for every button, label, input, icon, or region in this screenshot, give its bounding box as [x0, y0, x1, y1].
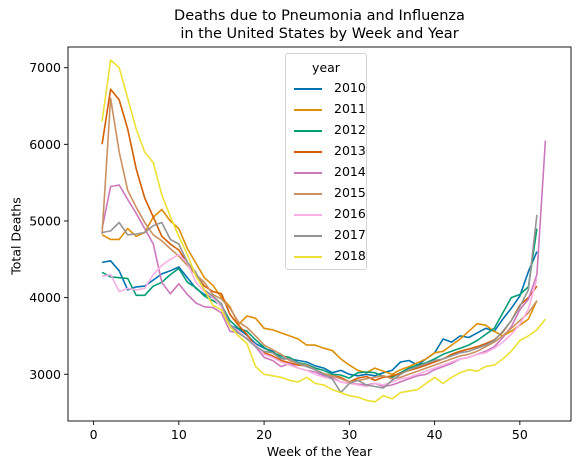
legend-swatch	[294, 130, 322, 132]
legend-label: 2017	[334, 227, 366, 242]
plot-frame	[67, 46, 572, 422]
y-tick-label: 4000	[29, 290, 61, 305]
legend-label: 2013	[334, 143, 366, 158]
series-lines-layer	[101, 59, 547, 403]
series-line-2017	[101, 214, 538, 394]
y-tick-label: 7000	[29, 60, 61, 75]
x-tick-label: 30	[341, 427, 357, 442]
legend-label: 2018	[334, 248, 366, 263]
legend-swatch	[294, 109, 322, 111]
legend-title: year	[312, 60, 340, 75]
legend-swatch	[294, 256, 322, 258]
legend-swatch	[294, 172, 322, 174]
legend-swatch	[294, 214, 322, 216]
legend-label: 2012	[334, 122, 366, 137]
legend: year 2010 2011 2012 2013 2014 2015 2016 2017 201…	[285, 53, 367, 270]
x-tick-label: 50	[512, 427, 528, 442]
y-axis-label: Total Deaths	[8, 197, 24, 275]
chart-title-line-2: in the United States by Week and Year	[180, 26, 459, 42]
y-tick-label: 5000	[29, 213, 61, 228]
y-tick-label: 6000	[29, 137, 61, 152]
legend-swatch	[294, 88, 322, 90]
series-line-2018	[101, 59, 547, 403]
series-line-2012	[101, 228, 538, 379]
x-axis-label: Week of the Year	[266, 444, 373, 459]
axes-layer: 0 10 20 30 40 50 3000 4000 5000 6000 7000	[29, 46, 572, 442]
x-tick-label: 0	[90, 427, 98, 442]
chart-title-line-1: Deaths due to Pneumonia and Influenza	[174, 8, 465, 24]
legend-swatch	[294, 151, 322, 153]
legend-label: 2010	[334, 80, 366, 95]
series-line-2010	[101, 251, 538, 377]
y-tick-label: 3000	[29, 367, 61, 382]
legend-label: 2015	[334, 185, 366, 200]
x-tick-label: 20	[256, 427, 272, 442]
legend-swatch	[294, 235, 322, 237]
legend-label: 2016	[334, 206, 366, 221]
legend-swatch	[294, 193, 322, 195]
x-tick-label: 10	[171, 427, 187, 442]
series-line-2016	[101, 253, 538, 388]
legend-label: 2011	[334, 101, 366, 116]
x-tick-label: 40	[427, 427, 443, 442]
legend-label: 2014	[334, 164, 366, 179]
